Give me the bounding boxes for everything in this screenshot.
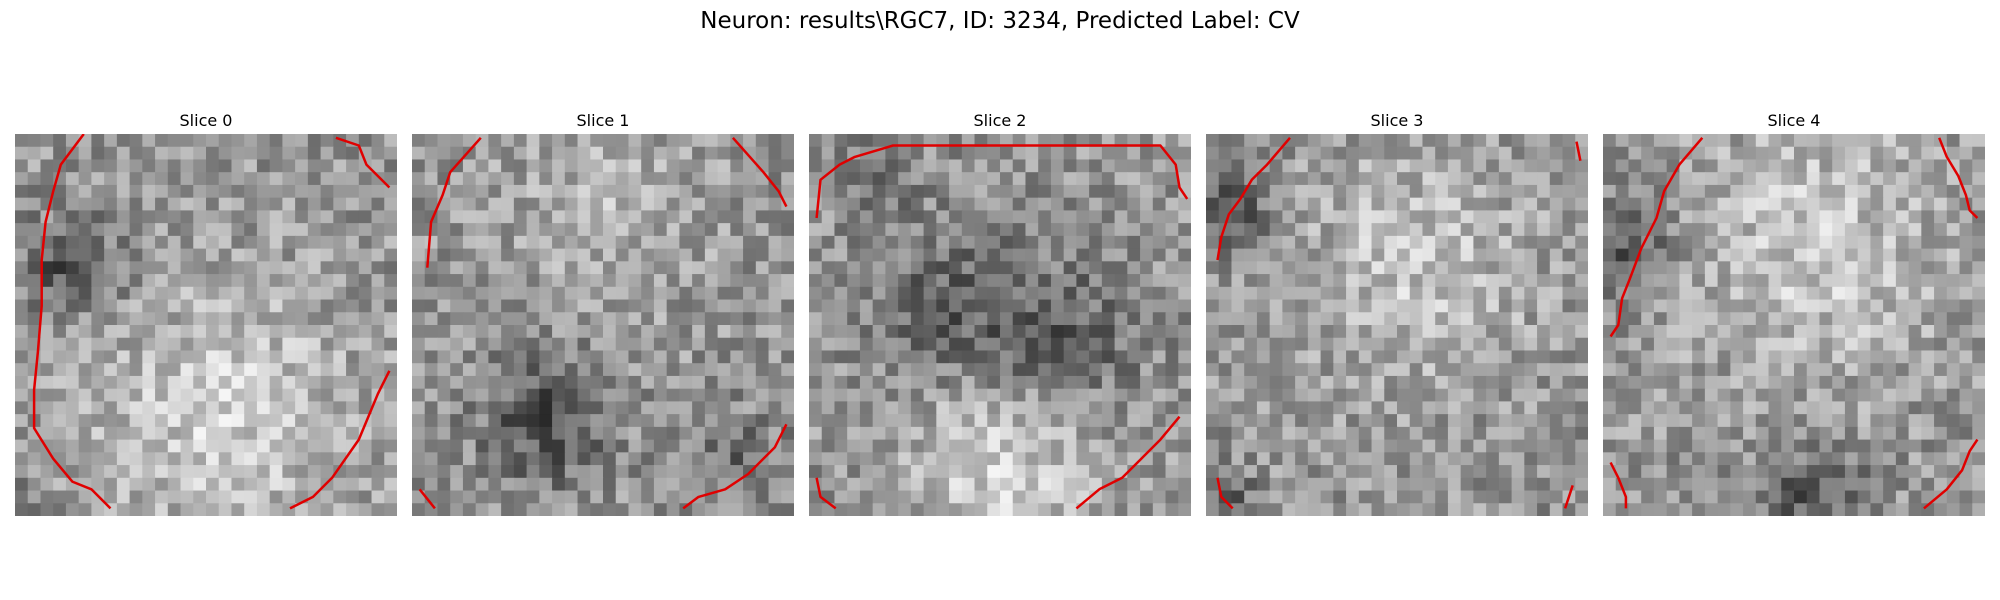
contour-line-3-3 [1216,477,1234,510]
contour-line-4-3 [1609,461,1628,509]
figure-title: Neuron: results\RGC7, ID: 3234, Predicte… [700,8,1300,34]
contour-line-1-1 [682,423,788,510]
slice-title-4: Slice 4 [1767,111,1821,130]
slice-title-1: Slice 1 [576,111,630,130]
slice-panel-1: Slice 1 [412,108,794,516]
contour-line-2-2 [815,477,837,510]
slice-image-3 [1206,134,1588,516]
contour-line-0-2 [335,136,391,189]
slice-image-0 [15,134,397,516]
slice-panel-3: Slice 3 [1206,108,1588,516]
contour-line-1-0 [426,136,482,268]
contour-line-0-0 [32,134,112,510]
contour-line-1-2 [731,136,788,208]
slice-title-3: Slice 3 [1370,111,1424,130]
contour-line-3-0 [1216,136,1291,261]
contour-line-1-3 [418,488,436,510]
contour-line-4-1 [1923,438,1979,510]
slice-image-4 [1603,134,1985,516]
contour-line-2-0 [815,144,1189,219]
slice-title-2: Slice 2 [973,111,1027,130]
slice-title-0: Slice 0 [179,111,233,130]
contour-line-2-1 [1075,415,1181,510]
slice-panel-4: Slice 4 [1603,108,1985,516]
slice-image-1 [412,134,794,516]
contour-line-0-1 [289,370,391,510]
contour-line-4-0 [1609,136,1704,338]
contour-line-3-1 [1563,485,1574,509]
slice-panel-2: Slice 2 [809,108,1191,516]
contour-line-3-2 [1575,141,1582,161]
slice-image-2 [809,134,1191,516]
slice-panel-0: Slice 0 [15,108,397,516]
contour-line-4-2 [1938,137,1979,219]
